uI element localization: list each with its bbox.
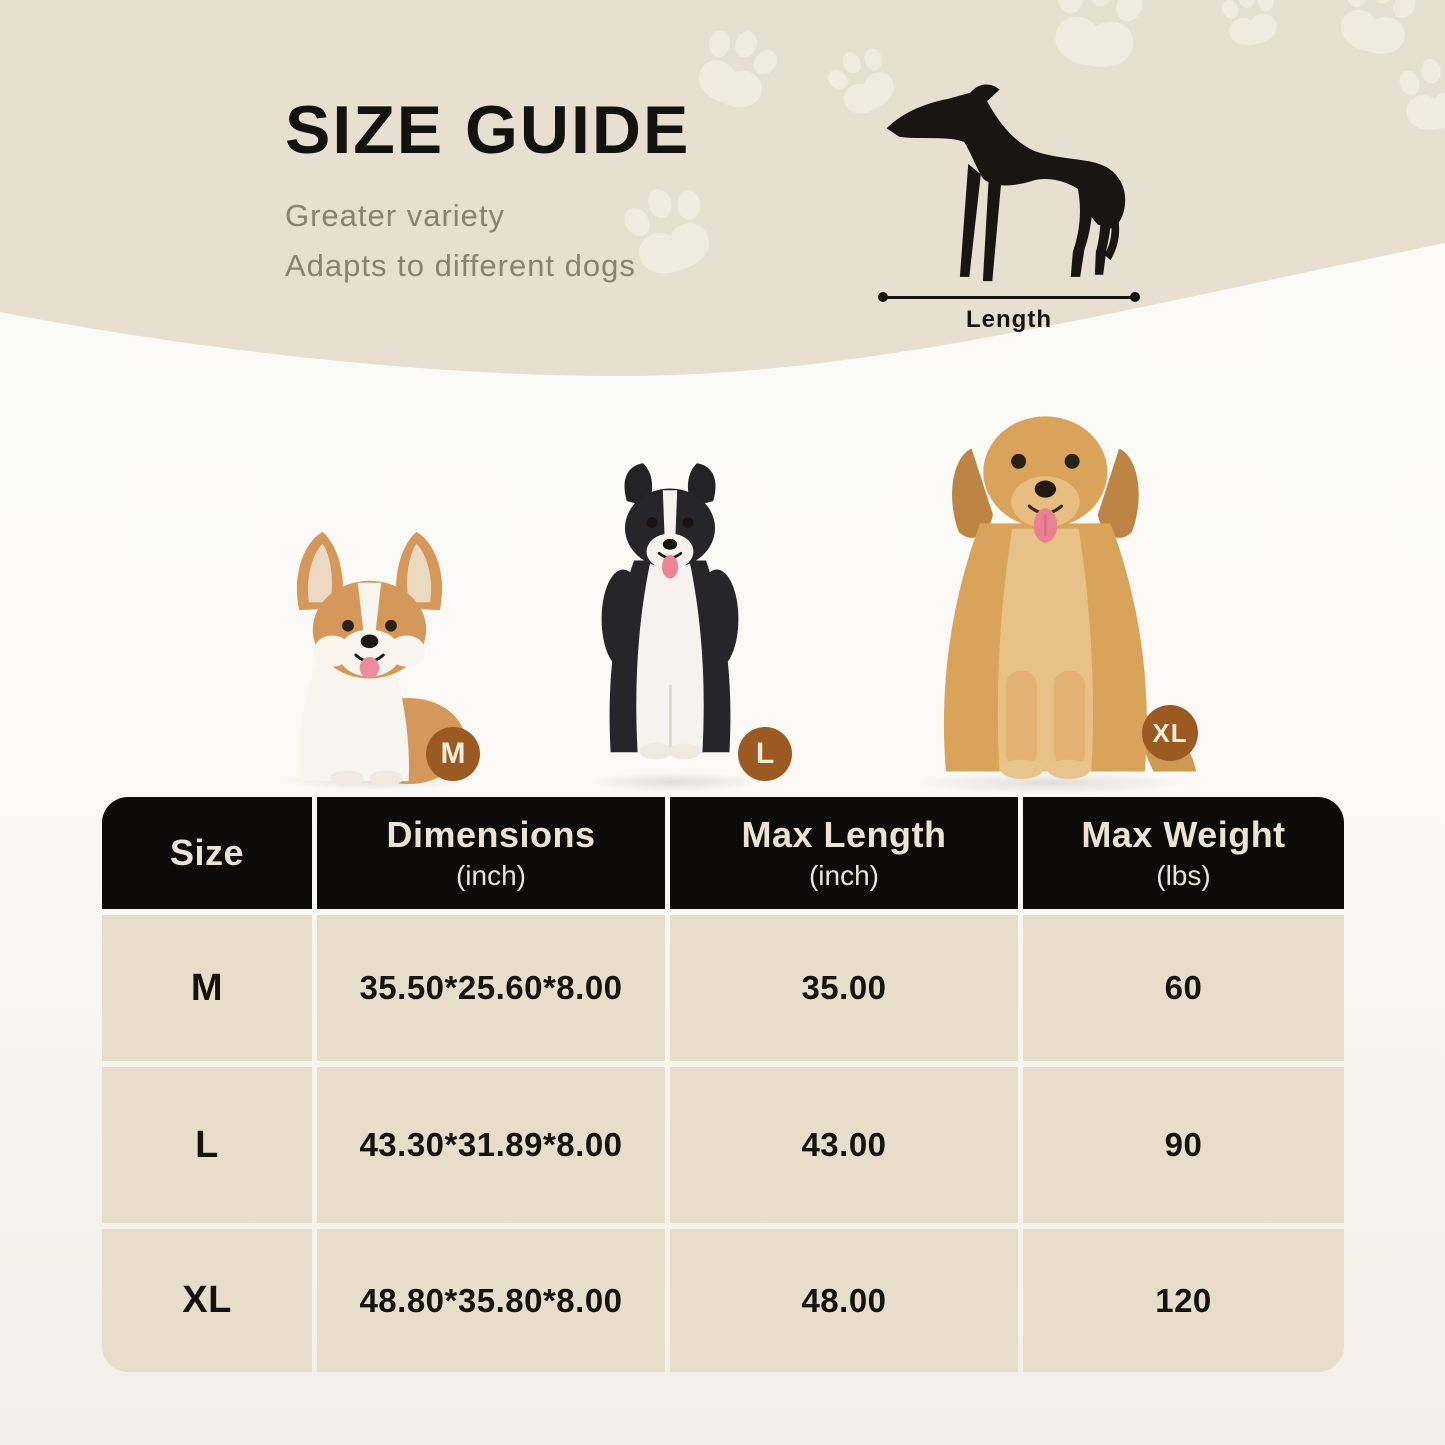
subtitle-line-1: Greater variety <box>285 198 506 233</box>
collie-shadow <box>590 772 760 792</box>
size-badge-m: M <box>426 727 480 781</box>
table-row-m-max-weight: 60 <box>1023 915 1344 1061</box>
table-row-xl-size: XL <box>102 1229 312 1372</box>
paw-icon <box>1055 0 1143 67</box>
table-row-xl-dimensions: 48.80*35.80*8.00 <box>317 1229 665 1372</box>
paw-icon <box>1399 58 1445 130</box>
paw-icon <box>828 48 894 114</box>
badge-label: L <box>755 737 775 770</box>
table-row-l-size: L <box>102 1067 312 1223</box>
table-row-m-max-length: 35.00 <box>670 915 1018 1061</box>
table-row-l-max-weight: 90 <box>1023 1067 1344 1223</box>
column-title: Size <box>169 832 245 873</box>
size-table: Size Dimensions (inch) Max Length (inch)… <box>102 797 1344 1372</box>
column-header-max-length: Max Length (inch) <box>670 797 1018 909</box>
beige-curved-background <box>0 0 1445 377</box>
column-header-max-weight: Max Weight (lbs) <box>1023 797 1344 909</box>
column-unit: (inch) <box>455 860 526 891</box>
table-row-l-max-length: 43.00 <box>670 1067 1018 1223</box>
page-title: SIZE GUIDE <box>285 92 691 168</box>
column-title: Max Weight <box>1081 814 1286 855</box>
paw-icon <box>624 189 709 274</box>
table-row-m-size: M <box>102 915 312 1061</box>
table-row-xl-max-weight: 120 <box>1023 1229 1344 1372</box>
size-badge-xl: XL <box>1142 705 1198 761</box>
column-title: Dimensions <box>386 814 596 855</box>
column-title: Max Length <box>741 814 947 855</box>
hero-section: SIZE GUIDE Greater variety Adapts to dif… <box>0 0 1445 400</box>
dog-silhouette-icon <box>886 84 1126 282</box>
column-header-size: Size <box>102 797 312 909</box>
golden-shadow <box>915 772 1185 794</box>
table-row-l-dimensions: 43.30*31.89*8.00 <box>317 1067 665 1223</box>
badge-label: XL <box>1152 717 1188 748</box>
paw-icon <box>1341 0 1416 54</box>
badge-label: M <box>440 737 466 770</box>
border-collie-image <box>601 463 739 760</box>
length-label: Length <box>966 306 1052 333</box>
column-unit: (inch) <box>808 860 879 891</box>
paw-icon <box>1221 0 1277 46</box>
measure-line-icon <box>878 291 1140 303</box>
column-header-dimensions: Dimensions (inch) <box>317 797 665 909</box>
subtitle-line-2: Adapts to different dogs <box>285 248 636 283</box>
table-row-m-dimensions: 35.50*25.60*8.00 <box>317 915 665 1061</box>
column-unit: (lbs) <box>1156 860 1211 891</box>
paw-icon <box>699 30 777 108</box>
size-badge-l: L <box>738 727 792 781</box>
table-row-xl-max-length: 48.00 <box>670 1229 1018 1372</box>
corgi-image <box>296 531 466 786</box>
